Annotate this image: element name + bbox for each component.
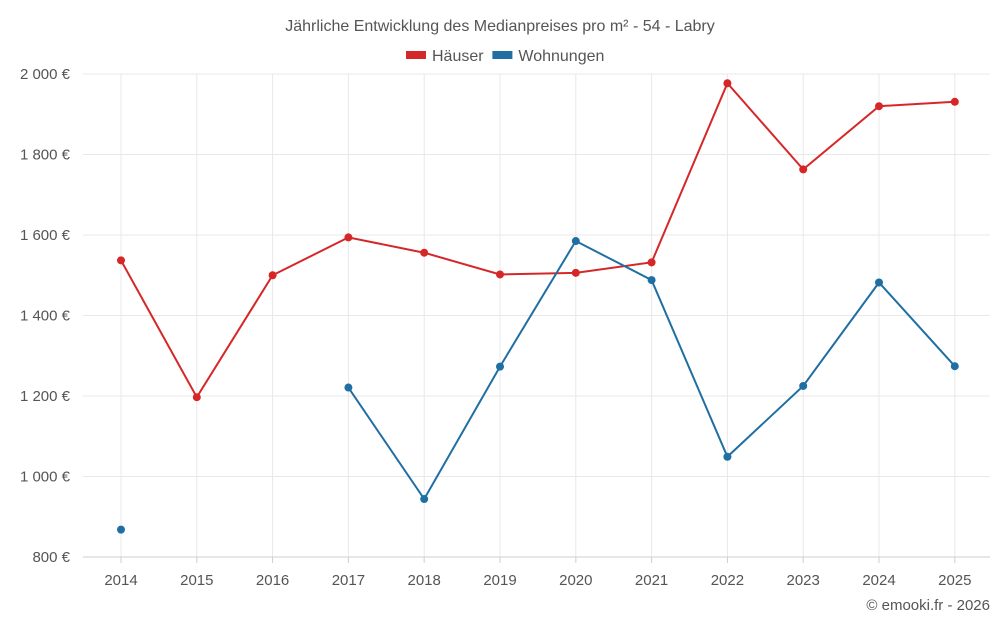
data-point[interactable]: [799, 381, 808, 390]
y-gridlines: [83, 73, 990, 477]
x-tick-label: 2017: [332, 572, 365, 589]
data-point[interactable]: [723, 79, 732, 88]
x-tick-label: 2016: [256, 572, 289, 589]
data-point[interactable]: [268, 271, 277, 280]
data-point[interactable]: [420, 248, 429, 257]
data-point[interactable]: [723, 452, 732, 461]
x-axis-ticks: 2014 2015 2016 2017 2018 2019 2020 2021 2022 2023…: [104, 572, 971, 589]
data-point[interactable]: [950, 97, 959, 106]
data-point[interactable]: [647, 258, 656, 267]
data-point[interactable]: [344, 233, 353, 242]
x-tick-label: 2021: [635, 572, 668, 589]
x-tick-label: 2022: [711, 572, 744, 589]
chart-title: Jährliche Entwicklung des Medianpreises …: [285, 18, 715, 35]
x-tick-label: 2025: [938, 572, 971, 589]
data-point[interactable]: [496, 362, 504, 371]
legend: Häuser Wohnungen: [406, 48, 604, 65]
y-axis-ticks: 800 € 1 000 € 1 200 € 1 400 € 1 600 € 1 800 €…: [20, 66, 71, 566]
y-tick-label: 2 000 €: [20, 66, 71, 83]
y-tick-label: 1 800 €: [20, 147, 71, 164]
y-tick-label: 800 €: [32, 549, 70, 566]
credit-text: © emooki.fr - 2026: [866, 597, 990, 614]
data-point[interactable]: [875, 278, 883, 287]
series-group: [117, 79, 959, 534]
data-point[interactable]: [799, 165, 808, 174]
y-tick-label: 1 400 €: [20, 308, 71, 325]
x-tick-label: 2015: [180, 572, 213, 589]
x-tick-label: 2024: [862, 572, 895, 589]
y-tick-label: 1 600 €: [20, 227, 71, 244]
x-tick-label: 2020: [559, 572, 592, 589]
data-point[interactable]: [875, 102, 883, 111]
x-tick-label: 2023: [787, 572, 820, 589]
data-point[interactable]: [192, 393, 201, 402]
data-point[interactable]: [344, 383, 353, 392]
data-point[interactable]: [420, 495, 429, 504]
legend-swatch: [406, 51, 426, 59]
data-point[interactable]: [571, 237, 580, 246]
x-tick-label: 2018: [408, 572, 441, 589]
x-tick-label: 2014: [104, 572, 137, 589]
y-tick-label: 1 000 €: [20, 469, 71, 486]
data-point[interactable]: [950, 362, 959, 371]
legend-label: Wohnungen: [518, 48, 604, 65]
x-gridlines: [120, 74, 956, 563]
data-point[interactable]: [571, 268, 580, 277]
x-tick-label: 2019: [483, 572, 516, 589]
data-point[interactable]: [117, 256, 125, 265]
data-point[interactable]: [117, 525, 125, 534]
legend-label: Häuser: [432, 48, 484, 65]
series-line-0: [120, 81, 955, 400]
data-point[interactable]: [647, 276, 656, 285]
data-point[interactable]: [496, 270, 504, 279]
y-tick-label: 1 200 €: [20, 388, 71, 405]
legend-swatch: [492, 51, 513, 59]
